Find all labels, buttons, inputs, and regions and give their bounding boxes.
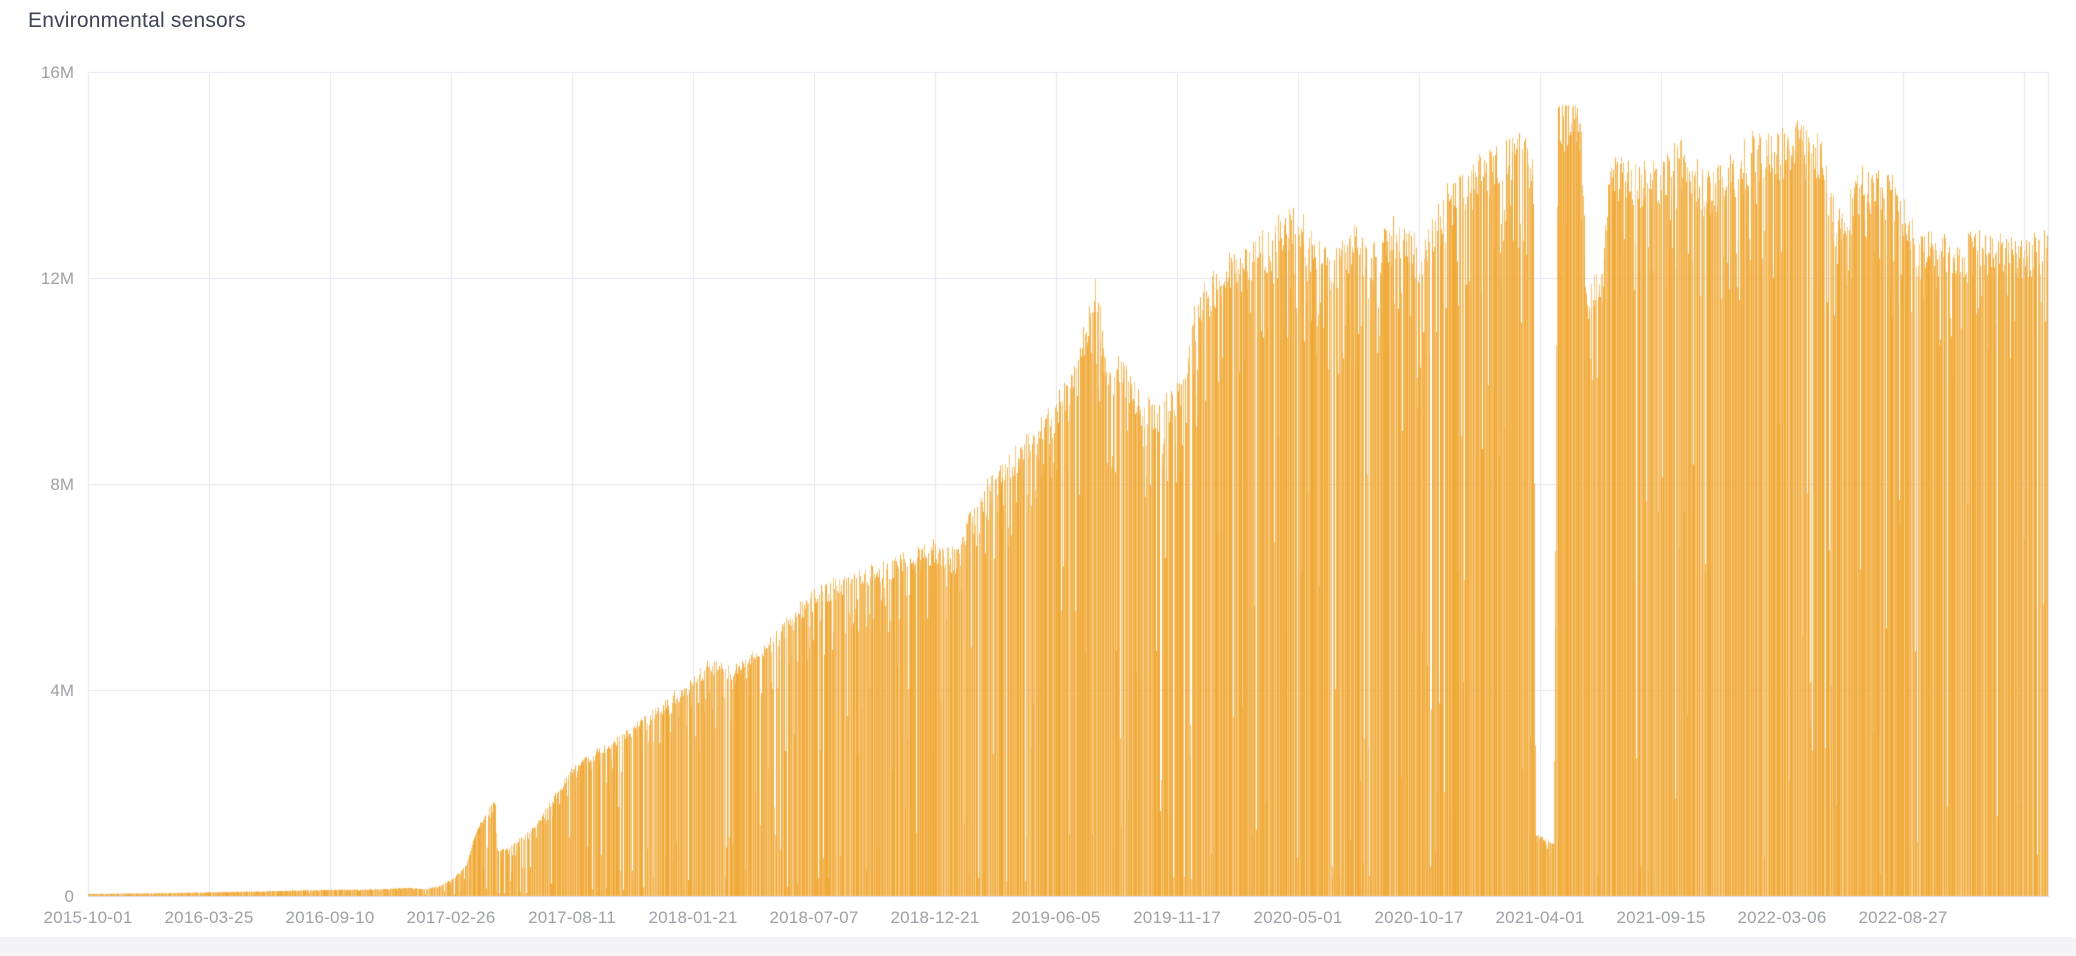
x-tick-label: 2019-11-17 bbox=[1133, 908, 1221, 927]
footer-strip bbox=[0, 937, 2076, 956]
x-tick-label: 2021-04-01 bbox=[1495, 908, 1585, 927]
x-tick-label: 2020-10-17 bbox=[1374, 908, 1464, 927]
y-tick-label: 0 bbox=[64, 887, 74, 906]
x-tick-label: 2021-09-15 bbox=[1616, 908, 1706, 927]
y-tick-label: 12M bbox=[40, 269, 74, 288]
x-tick-label: 2018-01-21 bbox=[648, 908, 738, 927]
x-tick-label: 2019-06-05 bbox=[1011, 908, 1101, 927]
x-tick-label: 2020-05-01 bbox=[1253, 908, 1343, 927]
x-tick-label: 2017-02-26 bbox=[406, 908, 496, 927]
x-tick-label: 2022-08-27 bbox=[1858, 908, 1948, 927]
x-tick-label: 2015-10-01 bbox=[43, 908, 133, 927]
y-tick-label: 4M bbox=[50, 681, 74, 700]
x-tick-label: 2018-12-21 bbox=[890, 908, 980, 927]
x-tick-label: 2022-03-06 bbox=[1737, 908, 1827, 927]
y-tick-label: 8M bbox=[50, 475, 74, 494]
x-tick-label: 2016-09-10 bbox=[285, 908, 375, 927]
y-tick-label: 16M bbox=[40, 63, 74, 82]
x-tick-label: 2018-07-07 bbox=[769, 908, 859, 927]
x-tick-label: 2016-03-25 bbox=[164, 908, 254, 927]
plot-area[interactable] bbox=[88, 72, 2048, 896]
x-tick-label: 2017-08-11 bbox=[528, 908, 616, 927]
